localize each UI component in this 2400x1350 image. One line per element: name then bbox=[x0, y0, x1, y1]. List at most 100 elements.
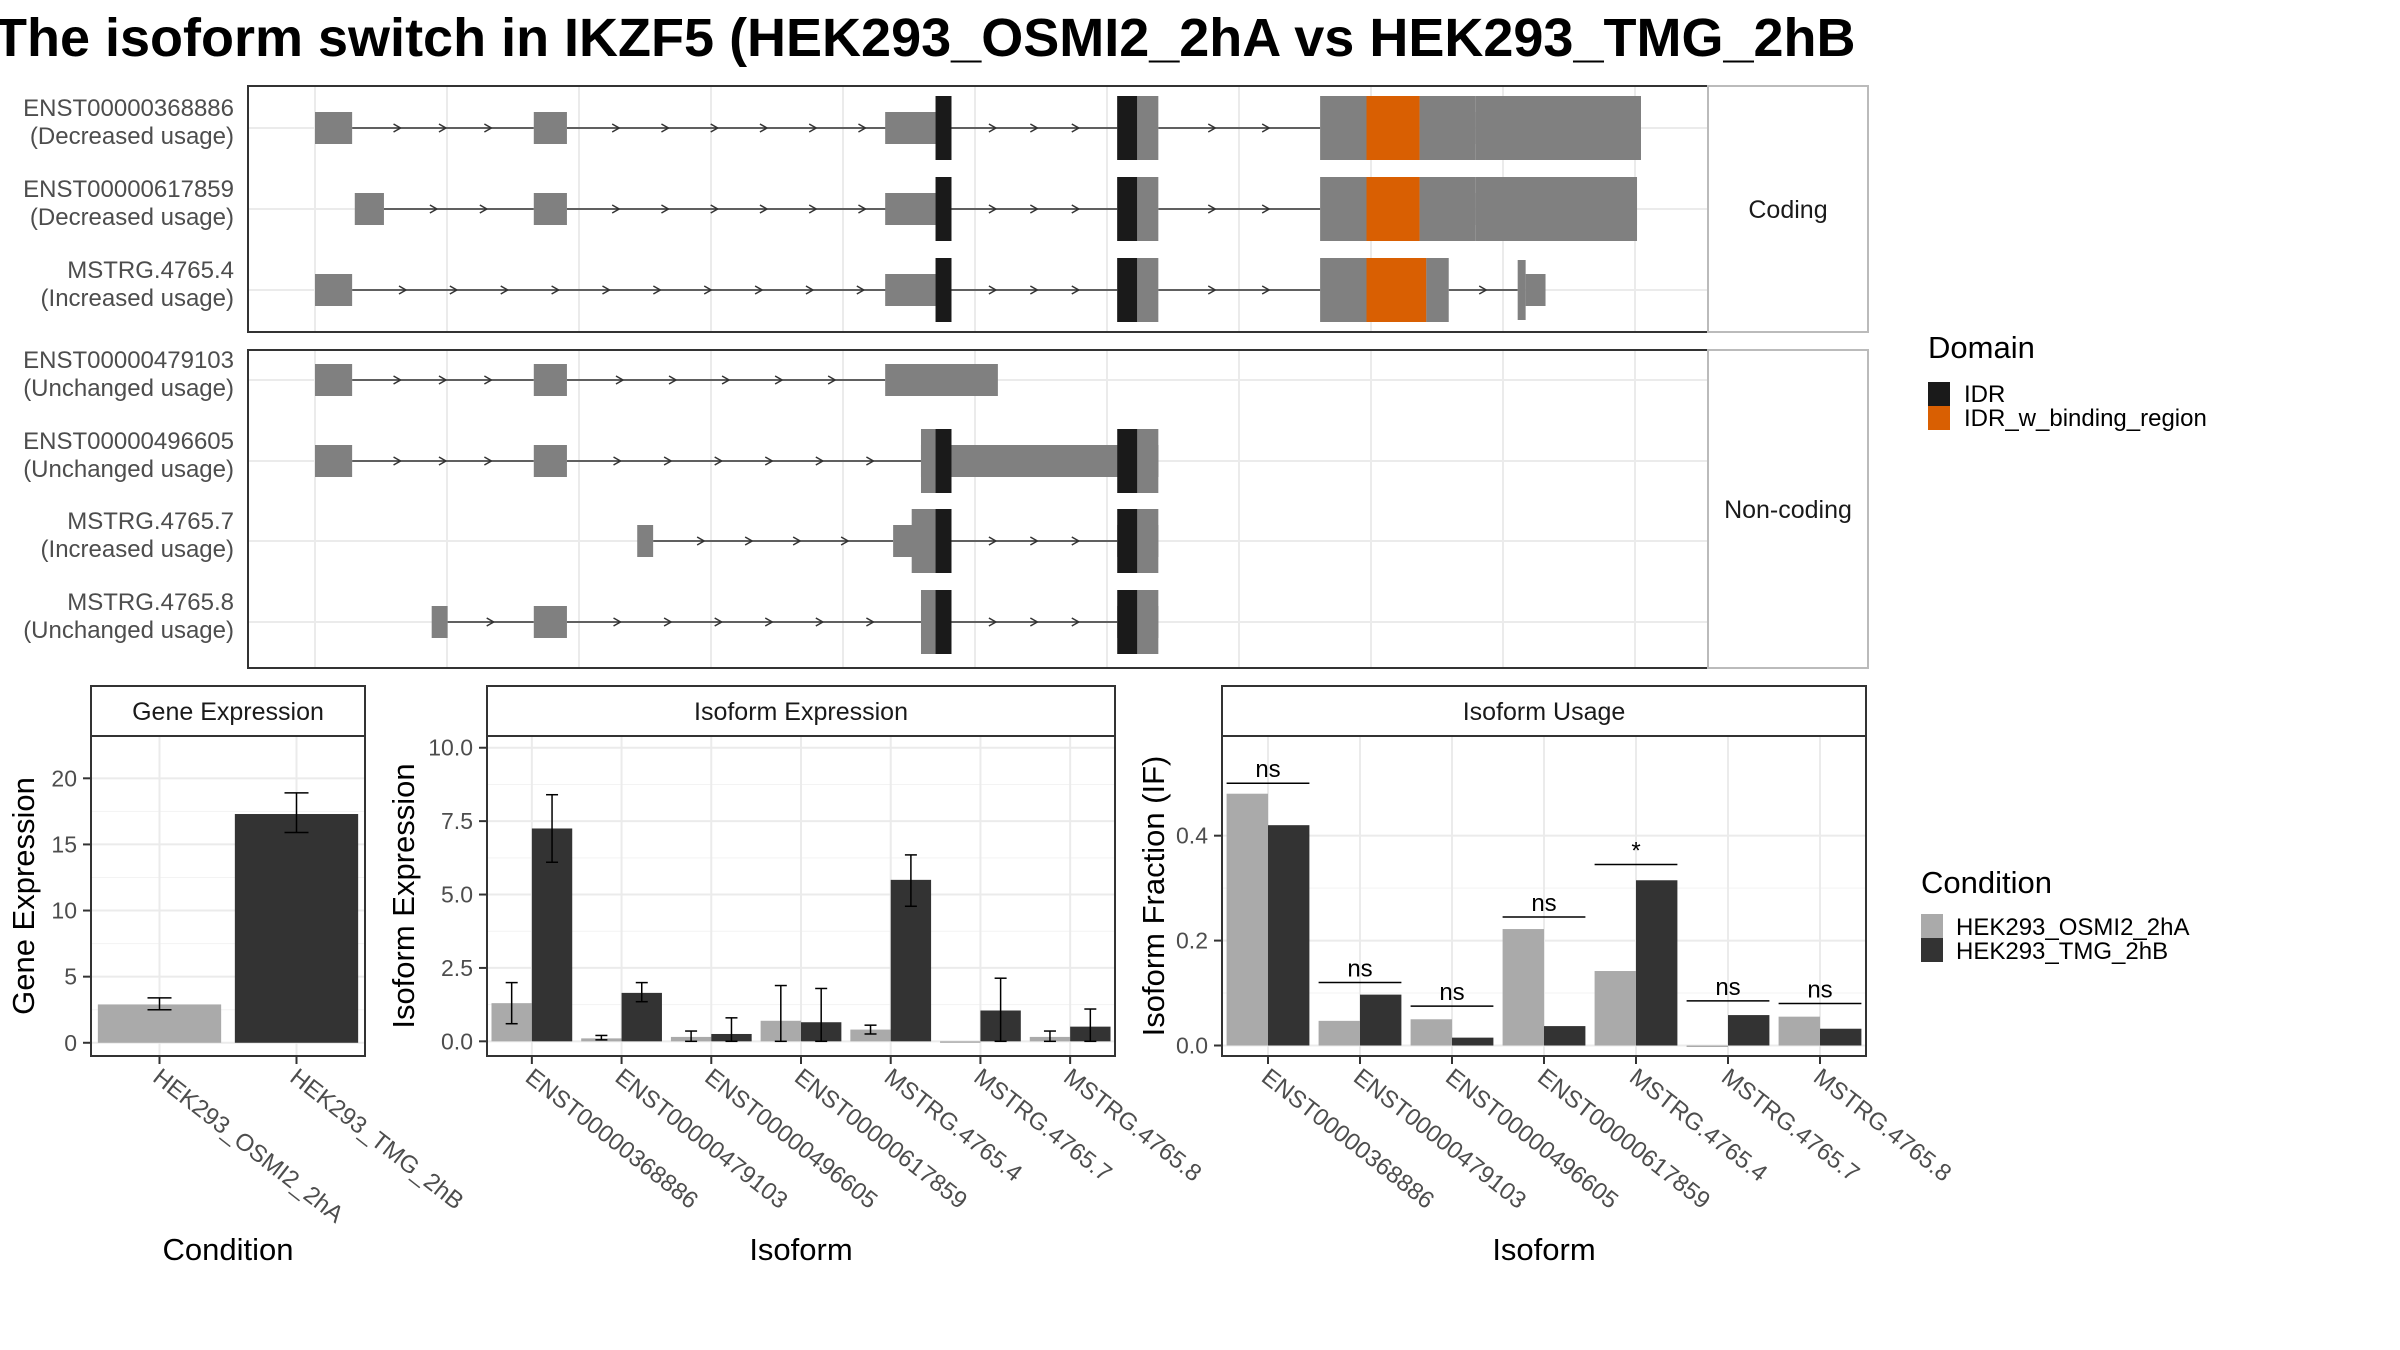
facet-strip-label: Coding bbox=[1748, 196, 1827, 224]
legend-key-idr bbox=[1928, 382, 1950, 406]
figure-title: The isoform switch in IKZF5 (HEK293_OSMI… bbox=[0, 8, 1856, 68]
intron-arrow bbox=[721, 375, 731, 385]
bar bbox=[850, 1029, 891, 1042]
y-tick-label: 20 bbox=[51, 765, 77, 791]
bar bbox=[1452, 1037, 1494, 1046]
intron-arrow bbox=[774, 375, 784, 385]
noncoding-exon bbox=[315, 445, 353, 477]
isoform-usage-label: (Increased usage) bbox=[41, 285, 234, 312]
intron-arrow bbox=[613, 617, 623, 627]
significance-label: ns bbox=[1531, 890, 1556, 917]
intron-arrow bbox=[808, 204, 818, 214]
bar bbox=[1594, 971, 1636, 1046]
panel-strip-label: Isoform Expression bbox=[694, 698, 908, 726]
coding-exon bbox=[1320, 258, 1367, 322]
isoform-x-label: Isoform bbox=[749, 1232, 852, 1267]
bar bbox=[1226, 793, 1268, 1046]
utr-exon bbox=[885, 112, 936, 144]
idr-domain bbox=[1117, 590, 1138, 654]
facet-strip bbox=[1707, 349, 1869, 669]
significance-label: ns bbox=[1347, 956, 1372, 983]
intron-arrow bbox=[858, 123, 867, 133]
intron-arrow bbox=[438, 375, 448, 385]
bar bbox=[234, 814, 359, 1043]
isoform-id-label: ENST00000496605 bbox=[23, 428, 234, 455]
idr-domain bbox=[935, 177, 952, 241]
coding-exon bbox=[1320, 177, 1367, 241]
y-tick-label: 5 bbox=[64, 964, 77, 990]
panel-strip-label: Gene Expression bbox=[132, 698, 324, 726]
isoform-id-label: MSTRG.4765.4 bbox=[67, 257, 234, 284]
noncoding-exon bbox=[431, 606, 448, 638]
intron-arrow bbox=[484, 456, 493, 466]
domain-legend-title: Domain bbox=[1928, 330, 2035, 365]
y-tick-label: 0.2 bbox=[1176, 928, 1208, 954]
isoform-usage-label: (Unchanged usage) bbox=[23, 375, 234, 402]
isoform-id-label: ENST00000617859 bbox=[23, 176, 234, 203]
idr-domain bbox=[1117, 96, 1138, 160]
intron-arrow bbox=[1029, 204, 1039, 214]
intron-arrow bbox=[815, 617, 825, 627]
intron-arrow bbox=[393, 123, 403, 133]
intron-arrow bbox=[988, 285, 998, 295]
intron-arrow bbox=[393, 375, 403, 385]
y-tick-label: 15 bbox=[51, 831, 77, 857]
intron-arrow bbox=[551, 285, 561, 295]
y-tick-label: 10.0 bbox=[428, 735, 473, 761]
bar bbox=[1268, 825, 1310, 1046]
intron-arrow bbox=[1029, 536, 1039, 546]
idr-domain bbox=[1117, 177, 1138, 241]
intron-arrow bbox=[856, 285, 866, 295]
idr-domain bbox=[1117, 509, 1138, 573]
x-tick-label: ENST00000617859 bbox=[1532, 1063, 1715, 1214]
utr-exon bbox=[315, 274, 353, 306]
intron-arrow bbox=[663, 617, 673, 627]
utr-exon bbox=[885, 193, 936, 225]
significance-label: ns bbox=[1255, 756, 1280, 783]
intron-arrow bbox=[486, 617, 496, 627]
y-tick-label: 0.0 bbox=[1176, 1033, 1208, 1059]
bar bbox=[1686, 1045, 1728, 1048]
intron-arrow bbox=[858, 204, 867, 214]
intron-arrow bbox=[988, 617, 998, 627]
coding-exon bbox=[1137, 177, 1159, 241]
bar bbox=[531, 828, 573, 1042]
isoform-id-label: ENST00000368886 bbox=[23, 95, 234, 122]
intron-arrow bbox=[759, 204, 769, 214]
intron-arrow bbox=[808, 123, 818, 133]
intron-arrow bbox=[479, 204, 489, 214]
bar bbox=[1360, 994, 1402, 1046]
utr-exon bbox=[315, 112, 353, 144]
intron-arrow bbox=[611, 123, 621, 133]
bar bbox=[1778, 1016, 1820, 1046]
intron-arrow bbox=[840, 536, 850, 546]
noncoding-exon bbox=[533, 606, 567, 638]
legend-label-idr: IDR bbox=[1964, 381, 2005, 408]
coding-exon bbox=[1137, 258, 1159, 322]
intron-arrow bbox=[393, 456, 403, 466]
idr-binding-domain bbox=[1366, 258, 1427, 322]
facet-background bbox=[248, 350, 1708, 668]
intron-arrow bbox=[866, 617, 875, 627]
isoform-track: MSTRG.4765.8(Unchanged usage) bbox=[23, 589, 1159, 654]
legend-key-tmg bbox=[1921, 938, 1943, 962]
intron-arrow bbox=[866, 456, 875, 466]
idr-domain bbox=[1117, 258, 1138, 322]
intron-arrow bbox=[764, 617, 774, 627]
y-tick-label: 0.4 bbox=[1176, 823, 1208, 849]
intron-arrow bbox=[500, 285, 510, 295]
isoform-track: MSTRG.4765.4(Increased usage) bbox=[41, 257, 1546, 322]
idr-domain bbox=[935, 429, 952, 493]
intron-arrow bbox=[988, 123, 998, 133]
y-tick-label: 7.5 bbox=[441, 808, 473, 834]
utr-exon bbox=[885, 274, 936, 306]
isoform-track: ENST00000617859(Decreased usage) bbox=[23, 176, 1638, 241]
y-tick-label: 2.5 bbox=[441, 955, 473, 981]
bar bbox=[1502, 929, 1544, 1046]
domain-legend: Domain IDR IDR_w_binding_region bbox=[1928, 330, 2207, 432]
noncoding-exon bbox=[533, 364, 567, 396]
y-tick-label: 5.0 bbox=[441, 882, 473, 908]
intron-arrow bbox=[1071, 204, 1081, 214]
